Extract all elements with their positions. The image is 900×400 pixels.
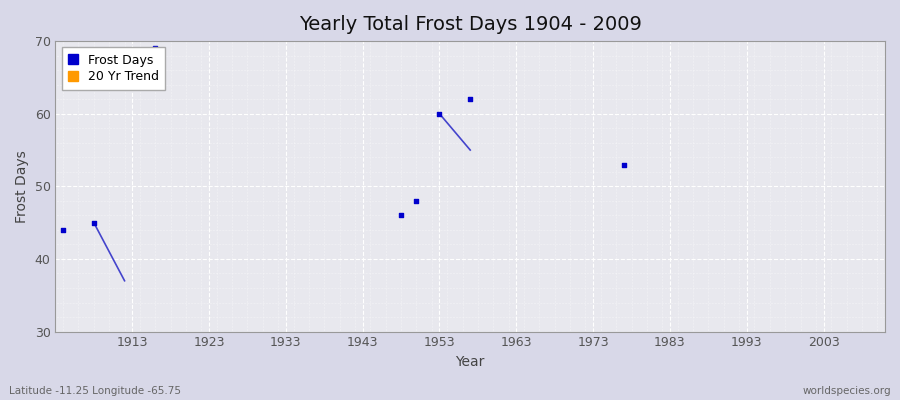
Point [432, 110, 446, 117]
Point [616, 161, 631, 168]
Title: Yearly Total Frost Days 1904 - 2009: Yearly Total Frost Days 1904 - 2009 [299, 15, 642, 34]
X-axis label: Year: Year [455, 355, 485, 369]
Point [410, 198, 424, 204]
Point [56, 227, 70, 233]
Point [394, 212, 409, 218]
Point [148, 45, 163, 52]
Point [463, 96, 477, 102]
Legend: Frost Days, 20 Yr Trend: Frost Days, 20 Yr Trend [62, 47, 166, 90]
Text: Latitude -11.25 Longitude -65.75: Latitude -11.25 Longitude -65.75 [9, 386, 181, 396]
Text: worldspecies.org: worldspecies.org [803, 386, 891, 396]
Point [86, 220, 101, 226]
Y-axis label: Frost Days: Frost Days [15, 150, 29, 223]
